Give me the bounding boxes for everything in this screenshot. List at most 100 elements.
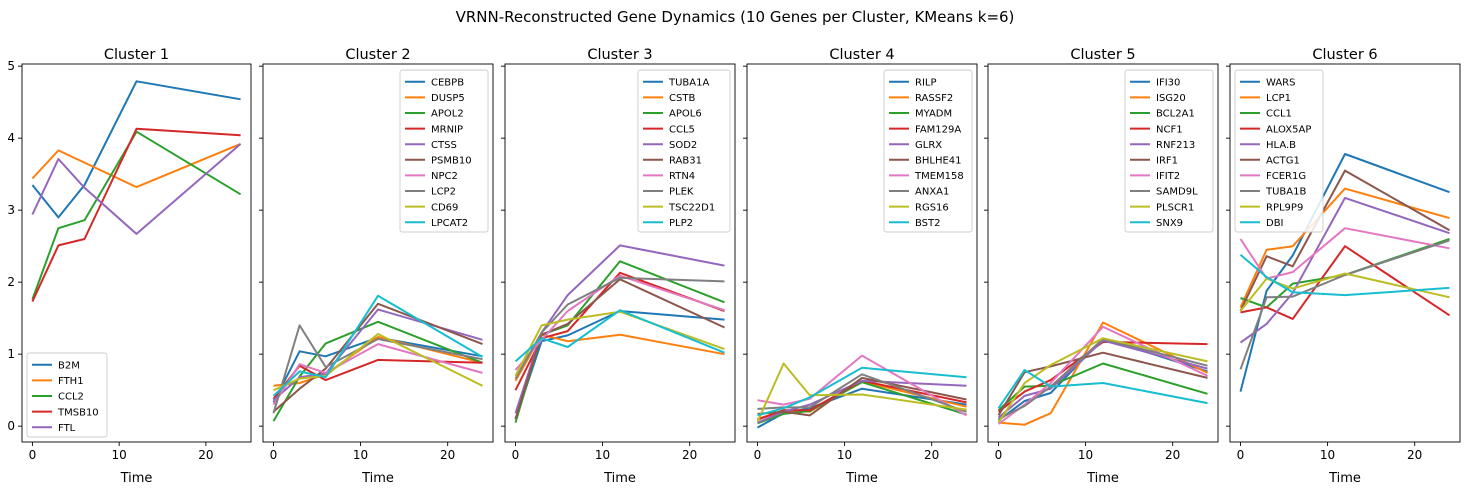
x-axis-label: Time: [1086, 471, 1119, 486]
x-tick-label: 10: [112, 448, 127, 462]
series-line-CSTB: [514, 333, 725, 382]
legend-label-CD69: CD69: [431, 202, 458, 213]
x-tick-label: 0: [270, 448, 278, 462]
chart-panel-5: Cluster 5 0 10 20 Time IFI30 ISG20 BCL2A1 NCF1 RN…: [984, 47, 1219, 486]
legend: RILP RASSF2 MYADM FAM129A GLRX BHLHE41 TMEM158…: [883, 69, 973, 233]
legend-label-BCL2A1: BCL2A1: [1156, 109, 1195, 120]
x-axis-label: Time: [603, 471, 636, 486]
series-line-FCER1G: [1239, 227, 1450, 280]
legend: WARS LCP1 CCL1 ALOX5AP HLA.B ACTG1 FCER1G TUBA1…: [1234, 69, 1324, 233]
y-tick-label: 0: [7, 419, 15, 433]
legend-label-ISG20: ISG20: [1156, 93, 1186, 104]
axes-frame: [1229, 63, 1461, 443]
legend-label-TUBA1A: TUBA1A: [668, 78, 709, 89]
x-tick-label: 10: [353, 448, 368, 462]
x-axis-label: Time: [845, 471, 878, 486]
legend-label-CSTB: CSTB: [669, 93, 695, 104]
panel-title: Cluster 5: [1070, 47, 1135, 63]
series-line-TSC22D1: [514, 310, 725, 377]
legend-label-RNF213: RNF213: [1156, 140, 1195, 151]
x-tick-label: 20: [1165, 448, 1180, 462]
legend-label-SOD2: SOD2: [669, 140, 697, 151]
x-tick-label: 20: [682, 448, 697, 462]
legend-label-RILP: RILP: [915, 78, 937, 89]
legend-label-SNX9: SNX9: [1156, 218, 1183, 229]
legend-label-BST2: BST2: [915, 218, 941, 229]
axes-frame: [262, 63, 494, 443]
series-line-DBI: [1239, 254, 1450, 297]
legend-label-CTSS: CTSS: [431, 140, 457, 151]
chart-panel-2: Cluster 2 0 10 20 Time CEBPB DUSP5 APOL2 MRNIP CT…: [259, 47, 494, 486]
y-tick-label: 5: [7, 59, 15, 73]
y-tick-label: 2: [7, 275, 15, 289]
series-line-SNX9: [997, 369, 1208, 409]
series-line-NPC2: [272, 343, 483, 406]
legend-label-DUSP5: DUSP5: [431, 93, 465, 104]
x-tick-label: 10: [595, 448, 610, 462]
series-line-RPL9P9: [1239, 272, 1450, 312]
series-line-CCL2: [31, 130, 242, 300]
series-line-IRF1: [997, 351, 1208, 416]
series-line-BST2: [757, 366, 967, 417]
series-line-APOL6: [514, 260, 725, 423]
legend-label-CCL5: CCL5: [669, 124, 695, 135]
legend-label-CCL2: CCL2: [58, 392, 84, 403]
series-line-TMSB10: [31, 127, 241, 303]
legend-label-ACTG1: ACTG1: [1266, 156, 1300, 167]
legend: CEBPB DUSP5 APOL2 MRNIP CTSS PSMB10 NPC2 LCP2 CD…: [399, 69, 489, 233]
series-line-B2M: [31, 80, 241, 219]
axes-frame: [987, 63, 1219, 443]
legend-label-LCP1: LCP1: [1266, 93, 1291, 104]
legend-label-SAMD9L: SAMD9L: [1156, 187, 1198, 198]
panel-title: Cluster 6: [1312, 47, 1377, 63]
series-line-GLRX: [757, 379, 967, 424]
chart-panel-3: Cluster 3 0 10 20 Time TUBA1A CSTB APOL6 CCL5 SOD…: [501, 47, 736, 486]
legend-label-PLEK: PLEK: [669, 187, 694, 198]
axes-frame: [746, 63, 978, 443]
series-line-ACTG1: [1239, 169, 1450, 312]
x-tick-label: 20: [198, 448, 213, 462]
axes-frame: [21, 63, 252, 443]
series-line-LCP2: [272, 324, 483, 414]
series-line-CEBPB: [272, 336, 483, 403]
chart-panel-4: Cluster 4 0 10 20 Time RILP RASSF2 MYADM FAM129A…: [743, 47, 978, 486]
series-line-TUBA1B: [1239, 239, 1450, 370]
legend-label-PLSCR1: PLSCR1: [1156, 202, 1194, 213]
legend-label-FCER1G: FCER1G: [1266, 171, 1306, 182]
legend: TUBA1A CSTB APOL6 CCL5 SOD2 RAB31 RTN4 PLEK TSC2…: [637, 69, 731, 233]
chart-panel-6: Cluster 6 0 10 20 Time WARS LCP1 CCL1 ALOX5AP HLA…: [1226, 47, 1461, 486]
x-tick-label: 0: [29, 448, 37, 462]
panel-title: Cluster 1: [104, 47, 169, 63]
series-line-PLP2: [514, 309, 725, 363]
legend-label-IFI30: IFI30: [1156, 78, 1180, 89]
series-line-SOD2: [514, 244, 725, 414]
x-tick-label: 10: [1078, 448, 1093, 462]
series-line-PSMB10: [272, 302, 483, 413]
legend-label-ANXA1: ANXA1: [915, 187, 949, 198]
series-line-LPCAT2: [272, 294, 484, 397]
series-line-ISG20: [998, 321, 1208, 426]
legend-label-FTL: FTL: [58, 423, 76, 434]
legend-label-LPCAT2: LPCAT2: [431, 218, 468, 229]
legend: IFI30 ISG20 BCL2A1 NCF1 RNF213 IRF1 IFIT2 SAMD9…: [1124, 69, 1214, 233]
series-line-PLSCR1: [997, 337, 1208, 424]
legend-label-NCF1: NCF1: [1156, 124, 1183, 135]
series-lines: [272, 294, 484, 422]
series-lines: [514, 244, 725, 423]
series-line-PLEK: [514, 276, 725, 380]
legend-label-PSMB10: PSMB10: [431, 156, 472, 167]
series-line-FTL: [31, 143, 242, 235]
legend-label-WARS: WARS: [1266, 78, 1295, 89]
x-tick-label: 0: [754, 448, 762, 462]
legend-label-FTH1: FTH1: [58, 376, 84, 387]
y-tick-label: 4: [7, 131, 15, 145]
x-tick-label: 0: [512, 448, 520, 462]
series-line-RAB31: [514, 278, 725, 420]
legend-label-FAM129A: FAM129A: [915, 124, 961, 135]
series-line-WARS: [1239, 153, 1450, 392]
panel-title: Cluster 2: [345, 47, 410, 63]
legend-label-RPL9P9: RPL9P9: [1266, 202, 1303, 213]
x-tick-label: 0: [1237, 448, 1245, 462]
x-tick-label: 20: [924, 448, 939, 462]
series-lines: [756, 354, 967, 429]
